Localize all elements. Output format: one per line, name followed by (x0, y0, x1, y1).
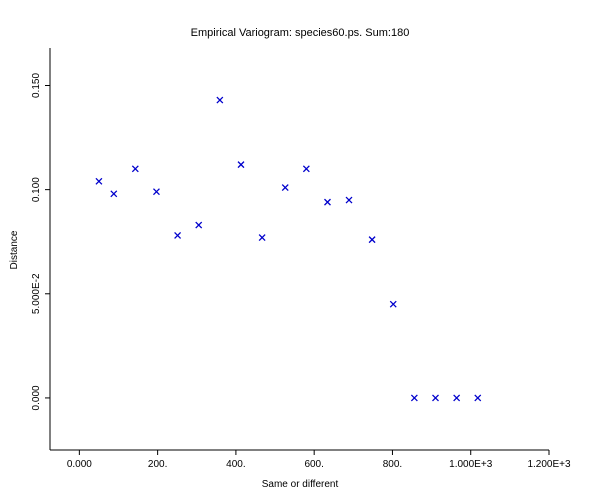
data-points (95, 96, 482, 402)
y-tick-label: 0.000 (31, 385, 42, 410)
x-tick-label: 800. (383, 459, 402, 470)
data-point-marker (345, 196, 353, 204)
y-tick-label: 0.150 (31, 73, 42, 98)
x-tick-label: 200. (148, 459, 167, 470)
data-point-marker (474, 394, 482, 402)
data-point-marker (152, 188, 160, 196)
y-axis-ticks: 0.000 5.000E-2 0.100 0.150 (31, 73, 50, 410)
y-tick-label: 0.100 (31, 177, 42, 202)
data-point-marker (324, 198, 331, 206)
data-point-marker (432, 394, 439, 402)
data-point-marker (258, 234, 266, 242)
data-point-marker (195, 221, 203, 229)
data-point-marker (453, 394, 461, 402)
data-point-marker (131, 165, 139, 173)
x-axis-ticks: 0.000 200. 400. 600. 800. 1.000E+3 1.200E+3 (67, 450, 571, 470)
y-axis-label: Distance (9, 230, 20, 269)
x-tick-label: 1.200E+3 (527, 459, 571, 470)
data-point-marker (281, 184, 289, 192)
data-point-marker (368, 236, 376, 244)
x-axis-label: Same or different (262, 479, 339, 490)
chart-title: Empirical Variogram: species60.ps. Sum:1… (191, 27, 410, 39)
data-point-marker (95, 177, 103, 185)
y-tick-label: 5.000E-2 (31, 273, 42, 314)
data-point-marker (410, 394, 418, 402)
x-tick-label: 600. (304, 459, 323, 470)
data-point-marker (216, 96, 224, 104)
x-tick-label: 1.000E+3 (449, 459, 493, 470)
data-point-marker (110, 190, 118, 198)
data-point-marker (174, 232, 182, 239)
data-point-marker (389, 300, 397, 308)
x-tick-label: 400. (226, 459, 245, 470)
x-tick-label: 0.000 (67, 459, 92, 470)
data-point-marker (302, 165, 310, 173)
data-point-marker (237, 161, 245, 169)
